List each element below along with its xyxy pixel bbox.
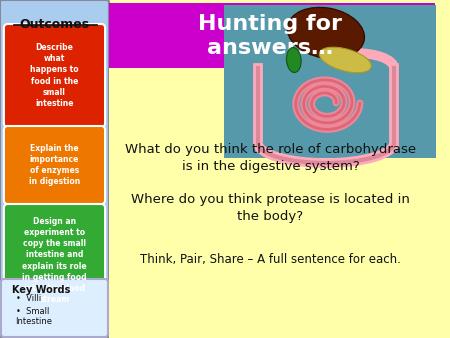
Text: Think, Pair, Share – A full sentence for each.: Think, Pair, Share – A full sentence for…: [140, 253, 401, 266]
FancyBboxPatch shape: [224, 5, 436, 158]
FancyBboxPatch shape: [109, 68, 435, 338]
Text: Design an
experiment to
copy the small
intestine and
explain its role
in getting: Design an experiment to copy the small i…: [22, 217, 87, 304]
Text: •  Villi: • Villi: [16, 294, 41, 303]
Text: Hunting for
answers…: Hunting for answers…: [198, 15, 342, 57]
Text: Outcomes: Outcomes: [19, 18, 90, 31]
FancyBboxPatch shape: [4, 24, 105, 127]
Text: What do you think the role of carbohydrase
is in the digestive system?: What do you think the role of carbohydra…: [125, 143, 416, 173]
FancyBboxPatch shape: [4, 126, 105, 204]
Text: Key Words: Key Words: [12, 285, 70, 295]
FancyBboxPatch shape: [0, 0, 109, 338]
Text: Where do you think protease is located in
the body?: Where do you think protease is located i…: [131, 193, 410, 223]
Text: •  Small
Intestine: • Small Intestine: [16, 307, 53, 327]
FancyBboxPatch shape: [1, 279, 108, 337]
FancyBboxPatch shape: [4, 204, 105, 317]
Ellipse shape: [287, 7, 365, 58]
Text: Explain the
importance
of enzymes
in digestion: Explain the importance of enzymes in dig…: [29, 144, 80, 186]
Ellipse shape: [287, 48, 301, 72]
Ellipse shape: [320, 47, 371, 73]
FancyBboxPatch shape: [109, 3, 435, 68]
Text: Describe
what
happens to
food in the
small
intestine: Describe what happens to food in the sma…: [30, 43, 79, 108]
